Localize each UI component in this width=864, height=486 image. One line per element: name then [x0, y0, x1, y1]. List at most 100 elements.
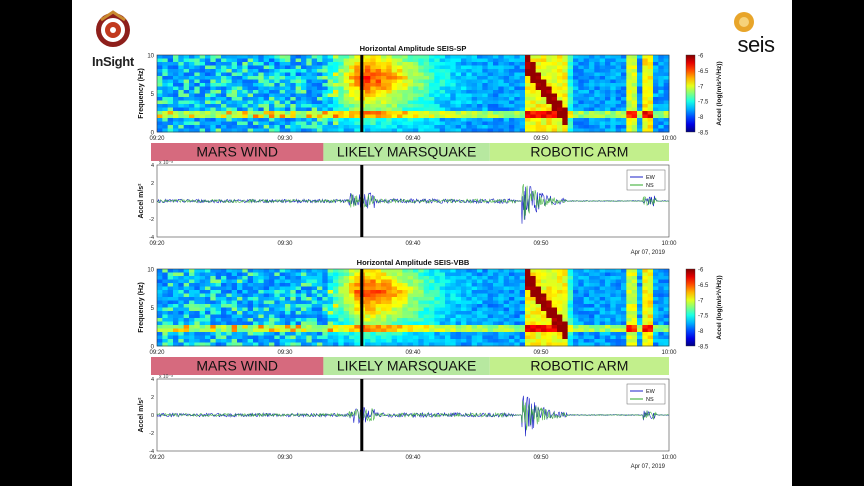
- spectrogram-cell: [429, 297, 435, 301]
- spectrogram-cell: [221, 283, 227, 287]
- spectrogram-cell: [157, 69, 163, 73]
- spectrogram-cell: [429, 321, 435, 326]
- spectrogram-cell: [429, 69, 435, 73]
- spectrogram-cell: [535, 342, 542, 347]
- spectrogram-cell: [274, 69, 281, 73]
- spectrogram-cell: [322, 125, 329, 129]
- spectrogram-cell: [306, 58, 313, 63]
- spectrogram-cell: [157, 272, 163, 277]
- spectrogram-cell: [162, 100, 169, 105]
- spectrogram-cell: [455, 104, 462, 108]
- spectrogram-cell: [290, 276, 297, 280]
- spectrogram-cell: [626, 86, 633, 91]
- spectrogram-cell: [279, 118, 286, 122]
- spectrogram-cell: [167, 72, 174, 77]
- spectrogram-cell: [253, 325, 259, 329]
- spectrogram-cell: [306, 65, 313, 70]
- spectrogram-cell: [631, 128, 638, 133]
- spectrogram-cell: [183, 111, 190, 115]
- spectrogram-cell: [519, 272, 526, 277]
- spectrogram-cell: [466, 72, 473, 77]
- spectrogram-cell: [589, 279, 595, 284]
- spectrogram-cell: [231, 114, 238, 119]
- spectrogram-cell: [322, 72, 329, 77]
- spectrogram-cell: [162, 286, 169, 291]
- spectrogram-cell: [562, 272, 569, 277]
- spectrogram-cell: [530, 297, 537, 301]
- spectrogram-cell: [658, 311, 665, 315]
- spectrogram-cell: [247, 128, 254, 133]
- spectrogram-cell: [322, 121, 329, 126]
- spectrogram-cell: [605, 276, 611, 280]
- spectrogram-cell: [301, 93, 307, 98]
- spectrogram-cell: [477, 100, 483, 105]
- spectrogram-cell: [167, 276, 174, 280]
- spectrogram-cell: [594, 325, 601, 329]
- spectrogram-cell: [386, 290, 393, 294]
- spectrogram-cell: [402, 107, 409, 112]
- spectrogram-cell: [237, 314, 243, 319]
- spectrogram-cell: [258, 314, 265, 319]
- spectrogram-cell: [263, 339, 270, 343]
- spectrogram-cell: [381, 335, 387, 340]
- spectrogram-cell: [237, 321, 243, 326]
- spectrogram-cell: [402, 100, 409, 105]
- spectrogram-cell: [402, 283, 409, 287]
- spectrogram-cell: [429, 107, 435, 112]
- spectrogram-cell: [567, 121, 574, 126]
- spectrogram-cell: [354, 72, 361, 77]
- spectrogram-cell: [317, 328, 323, 333]
- spectrogram-cell: [642, 279, 649, 284]
- spectrogram-cell: [354, 128, 361, 133]
- spectrogram-cell: [658, 58, 665, 63]
- spectrogram-cell: [423, 121, 430, 126]
- spectrogram-cell: [194, 279, 201, 284]
- spectrogram-cell: [343, 283, 350, 287]
- spectrogram-cell: [594, 328, 601, 333]
- spectrogram-cell: [327, 339, 334, 343]
- spectrogram-cell: [386, 72, 393, 77]
- spectrogram-cell: [621, 65, 627, 70]
- spectrogram-cell: [541, 318, 547, 322]
- spectrogram-cell: [343, 293, 350, 298]
- spectrogram-cell: [397, 72, 403, 77]
- spectrogram-cell: [498, 297, 505, 301]
- spectrogram-cell: [306, 279, 313, 284]
- spectrogram-cell: [167, 86, 174, 91]
- spectrogram-cell: [610, 100, 617, 105]
- spectrogram-cell: [594, 314, 601, 319]
- spectrogram-cell: [567, 293, 574, 298]
- spectrogram-cell: [503, 72, 510, 77]
- spectrogram-cell: [482, 293, 489, 298]
- spectrogram-cell: [450, 293, 457, 298]
- spectrogram-cell: [466, 97, 473, 101]
- spectrogram-cell: [354, 328, 361, 333]
- spectrogram-cell: [194, 62, 201, 66]
- spectrogram-cell: [434, 276, 441, 280]
- spectrogram-cell: [647, 97, 654, 101]
- spectrogram-cell: [205, 290, 211, 294]
- spectrogram-frame: [156, 54, 670, 133]
- spectrogram-cell: [386, 104, 393, 108]
- spectrogram-cell: [551, 293, 558, 298]
- spectrogram-cell: [407, 321, 414, 326]
- spectrogram-cell: [349, 90, 355, 94]
- spectrogram-cell: [525, 69, 531, 73]
- spectrogram-cell: [413, 272, 419, 277]
- spectrogram-cell: [322, 104, 329, 108]
- spectrogram-cell: [205, 297, 211, 301]
- spectrogram-cell: [653, 79, 659, 84]
- spectrogram-cell: [189, 328, 195, 333]
- spectrogram-cell: [349, 272, 355, 277]
- spectrogram-cell: [461, 279, 467, 284]
- spectrogram-cell: [167, 304, 174, 308]
- spectrogram-cell: [461, 55, 467, 59]
- spectrogram-cell: [514, 100, 521, 105]
- spectrogram-cell: [439, 283, 446, 287]
- spectrogram-cell: [626, 328, 633, 333]
- spectrogram-cell: [626, 339, 633, 343]
- spectrogram-cell: [477, 272, 483, 277]
- spectrogram-cell: [583, 107, 590, 112]
- spectrogram-cell: [258, 283, 265, 287]
- spectrogram-cell: [407, 128, 414, 133]
